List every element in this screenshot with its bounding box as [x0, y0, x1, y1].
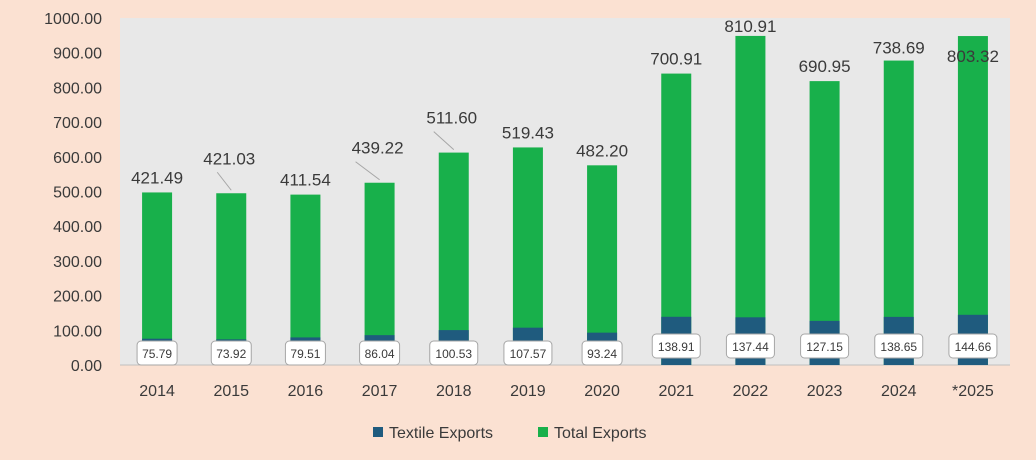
total-exports-bar: [364, 182, 395, 365]
textile-exports-label: 107.57: [510, 347, 547, 361]
plot-area: [120, 18, 1010, 365]
textile-label-box: [948, 333, 998, 359]
total-exports-label: 738.69: [873, 39, 925, 58]
total-exports-label: 421.49: [131, 168, 183, 187]
total-exports-bar: [438, 152, 469, 365]
textile-exports-label: 79.51: [290, 347, 320, 361]
textile-exports-label: 138.65: [880, 340, 917, 354]
x-tick-label: 2020: [584, 383, 620, 400]
x-tick-label: 2019: [510, 383, 546, 400]
textile-label-box: [359, 340, 401, 366]
total-exports-bar: [809, 81, 840, 366]
plot-background: [120, 18, 1010, 365]
y-tick-label: 500.00: [53, 185, 102, 202]
total-exports-bar: [957, 36, 988, 366]
textile-exports-label: 138.91: [658, 340, 695, 354]
textile-label-box: [284, 340, 326, 366]
textile-label-box: [581, 340, 623, 366]
legend-label-textile: Textile Exports: [389, 425, 493, 442]
textile-exports-label: 137.44: [732, 340, 769, 354]
y-tick-label: 300.00: [53, 254, 102, 271]
textile-exports-label: 73.92: [216, 347, 246, 361]
y-tick-label: 0.00: [71, 358, 102, 375]
total-exports-bar: [587, 165, 618, 365]
textile-label-box: [800, 333, 850, 359]
total-exports-bar: [735, 35, 766, 366]
textile-label-box: [136, 340, 178, 366]
y-tick-label: 1000.00: [44, 11, 102, 28]
x-tick-label: 2021: [658, 383, 694, 400]
legend-swatch-total: [538, 427, 548, 437]
textile-exports-label: 86.04: [365, 347, 395, 361]
total-exports-label: 421.03: [203, 149, 255, 168]
x-tick-label: 2023: [807, 383, 843, 400]
legend-swatch-textile: [373, 427, 383, 437]
total-exports-label: 439.22: [352, 139, 404, 158]
y-tick-label: 700.00: [53, 115, 102, 132]
x-tick-label: 2022: [733, 383, 769, 400]
total-exports-label: 700.91: [650, 50, 702, 69]
total-exports-bar: [216, 193, 247, 365]
textile-label-box: [429, 340, 479, 366]
total-exports-label: 803.32: [947, 47, 999, 66]
y-tick-label: 100.00: [53, 323, 102, 340]
y-tick-label: 600.00: [53, 150, 102, 167]
total-exports-label: 810.91: [724, 17, 776, 36]
total-exports-label: 511.60: [426, 109, 477, 128]
y-tick-label: 800.00: [53, 80, 102, 97]
textile-exports-label: 93.24: [587, 347, 617, 361]
total-exports-bar: [290, 194, 321, 365]
y-tick-label: 200.00: [53, 289, 102, 306]
textile-label-box: [651, 333, 701, 359]
x-tick-label: 2018: [436, 383, 472, 400]
total-exports-label: 482.20: [576, 141, 628, 160]
y-tick-label: 900.00: [53, 46, 102, 63]
legend: Textile Exports Total Exports: [373, 425, 646, 442]
total-exports-bar: [661, 73, 692, 365]
textile-exports-label: 75.79: [142, 347, 172, 361]
textile-exports-label: 100.53: [435, 347, 472, 361]
textile-label-box: [725, 333, 775, 359]
leader-line: [433, 131, 455, 150]
x-tick-label: 2024: [881, 383, 917, 400]
total-exports-bar: [142, 192, 173, 365]
textile-label-box: [874, 333, 924, 359]
total-exports-label: 519.43: [502, 123, 554, 142]
x-tick-label: 2014: [139, 383, 175, 400]
x-tick-label: 2016: [288, 383, 324, 400]
legend-label-total: Total Exports: [554, 425, 646, 442]
total-exports-label: 411.54: [280, 171, 331, 190]
data-labels: 421.49 75.79 421.03 73.92 411.54 79.51 439.22 8…: [131, 17, 999, 366]
textile-exports-label: 127.15: [806, 340, 843, 354]
x-tick-label: 2017: [362, 383, 398, 400]
leader-line: [216, 171, 232, 191]
leader-line: [355, 161, 380, 181]
y-tick-label: 400.00: [53, 219, 102, 236]
total-exports-bar: [883, 60, 914, 365]
x-tick-label: *2025: [952, 383, 994, 400]
textile-label-box: [210, 340, 252, 366]
textile-label-box: [503, 340, 553, 366]
x-axis: 2014 2015 2016 2017 2018 2019 2020 2021 2022 2023…: [120, 364, 1010, 400]
textile-exports-label: 144.66: [955, 340, 992, 354]
x-tick-label: 2015: [213, 383, 249, 400]
y-axis: 0.00 100.00 200.00 300.00 400.00 500.00 600.00…: [44, 11, 102, 375]
total-exports-label: 690.95: [799, 57, 851, 76]
